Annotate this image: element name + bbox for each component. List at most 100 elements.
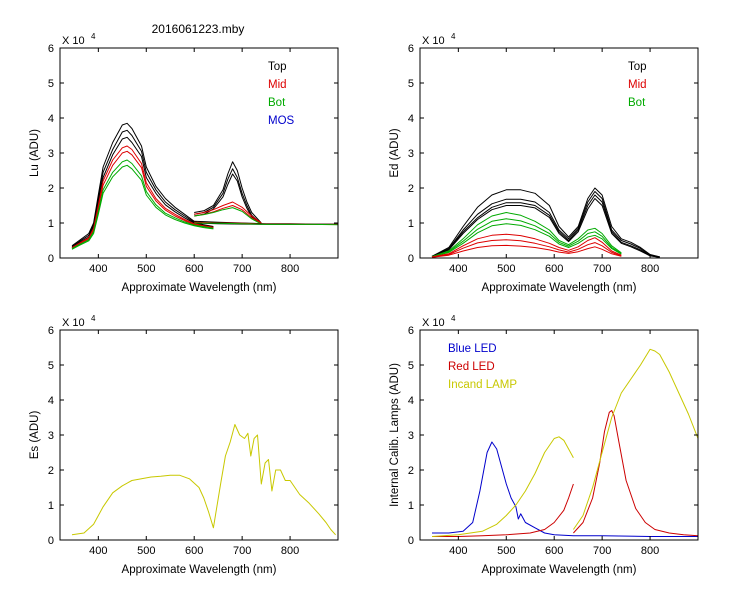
y-axis-label: Ed (ADU) bbox=[389, 128, 401, 177]
x-tick-label: 700 bbox=[233, 263, 251, 275]
x-tick-label: 600 bbox=[545, 545, 563, 557]
x-axis-label: Approximate Wavelength (nm) bbox=[482, 564, 637, 576]
x-tick-label: 400 bbox=[449, 545, 467, 557]
legend-entry-top: Top bbox=[268, 61, 287, 73]
y-tick-label: 1 bbox=[48, 500, 54, 512]
y-tick-label: 2 bbox=[408, 465, 414, 477]
y-tick-label: 6 bbox=[48, 325, 54, 337]
figure-title: 2016061223.mby bbox=[152, 22, 245, 36]
chart-lu: 400 500 600 700 800 0 1 2 3 4 5 6 X 10 4 Approximate W… bbox=[29, 32, 339, 294]
series-line-red-led bbox=[573, 410, 698, 537]
y-exponent-power: 4 bbox=[91, 314, 96, 323]
y-tick-label: 4 bbox=[408, 113, 414, 125]
y-tick-label: 2 bbox=[48, 465, 54, 477]
legend-entry-top: Top bbox=[628, 61, 647, 73]
x-tick-label: 500 bbox=[137, 545, 155, 557]
y-tick-label: 3 bbox=[48, 148, 54, 160]
y-exponent-label: X 10 bbox=[62, 35, 85, 47]
y-tick-label: 4 bbox=[48, 395, 54, 407]
y-tick-label: 2 bbox=[48, 183, 54, 195]
x-tick-label: 400 bbox=[89, 263, 107, 275]
y-tick-label: 0 bbox=[408, 535, 414, 547]
x-tick-label: 700 bbox=[233, 545, 251, 557]
x-tick-label: 500 bbox=[497, 545, 515, 557]
legend-entry-red-led: Red LED bbox=[448, 361, 495, 373]
y-tick-label: 1 bbox=[408, 218, 414, 230]
legend-entry-bot: Bot bbox=[628, 97, 646, 109]
legend-entry-incand-lamp: Incand LAMP bbox=[448, 379, 517, 391]
y-tick-label: 0 bbox=[48, 253, 54, 265]
series-line-red-led-low- bbox=[432, 483, 574, 537]
x-tick-label: 800 bbox=[281, 263, 299, 275]
series-line-mid-1 bbox=[431, 233, 622, 258]
series-line-bot-2 bbox=[431, 218, 622, 258]
series-group bbox=[431, 187, 660, 258]
x-tick-label: 600 bbox=[545, 263, 563, 275]
y-tick-label: 4 bbox=[408, 395, 414, 407]
y-axis-label: Es (ADU) bbox=[29, 411, 41, 460]
series-line-mid-2 bbox=[431, 239, 622, 258]
series-group bbox=[71, 122, 338, 250]
legend-entry-blue-led: Blue LED bbox=[448, 343, 497, 355]
series-line-bot-base bbox=[194, 222, 338, 226]
series-line-bot-3 bbox=[431, 223, 622, 258]
series-line-top-5 bbox=[194, 168, 262, 225]
x-tick-label: 500 bbox=[497, 263, 515, 275]
y-exponent-label: X 10 bbox=[62, 317, 85, 329]
x-tick-label: 400 bbox=[89, 545, 107, 557]
series-line-es bbox=[71, 424, 336, 536]
x-tick-label: 700 bbox=[593, 545, 611, 557]
y-axis-label: Internal Calib. Lamps (ADU) bbox=[389, 363, 401, 507]
y-tick-label: 3 bbox=[408, 148, 414, 160]
series-line-mid-3 bbox=[194, 201, 262, 224]
y-tick-label: 5 bbox=[48, 78, 54, 90]
y-tick-label: 6 bbox=[48, 43, 54, 55]
legend-entry-mid: Mid bbox=[628, 79, 647, 91]
y-tick-label: 5 bbox=[408, 78, 414, 90]
y-exponent-label: X 10 bbox=[422, 35, 445, 47]
x-tick-label: 400 bbox=[449, 263, 467, 275]
x-axis-label: Approximate Wavelength (nm) bbox=[122, 282, 277, 294]
legend-entry-bot: Bot bbox=[268, 97, 286, 109]
y-tick-label: 1 bbox=[408, 500, 414, 512]
series-line-mid-3 bbox=[431, 244, 622, 258]
x-tick-label: 800 bbox=[641, 545, 659, 557]
y-tick-label: 6 bbox=[408, 325, 414, 337]
series-group bbox=[71, 424, 336, 536]
y-tick-label: 0 bbox=[408, 253, 414, 265]
x-tick-label: 700 bbox=[593, 263, 611, 275]
series-group bbox=[431, 348, 698, 537]
series-line-bot-1 bbox=[431, 212, 622, 258]
y-exponent-power: 4 bbox=[91, 32, 96, 41]
series-line-top-3 bbox=[431, 194, 660, 258]
series-line-bot-3 bbox=[194, 207, 262, 225]
x-tick-label: 800 bbox=[281, 545, 299, 557]
series-line-incand-lamp bbox=[572, 348, 698, 530]
y-axis-label: Lu (ADU) bbox=[29, 129, 41, 177]
y-tick-label: 5 bbox=[408, 360, 414, 372]
x-tick-label: 600 bbox=[185, 545, 203, 557]
y-tick-label: 3 bbox=[48, 430, 54, 442]
x-tick-label: 600 bbox=[185, 263, 203, 275]
x-axis-label: Approximate Wavelength (nm) bbox=[482, 282, 637, 294]
y-tick-label: 5 bbox=[48, 360, 54, 372]
series-line-incand-lamp-low- bbox=[431, 436, 574, 537]
y-tick-label: 1 bbox=[48, 218, 54, 230]
y-tick-label: 6 bbox=[408, 43, 414, 55]
series-line-top-4 bbox=[431, 198, 660, 258]
y-tick-label: 2 bbox=[408, 183, 414, 195]
y-tick-label: 3 bbox=[408, 430, 414, 442]
series-line-top-4 bbox=[194, 161, 262, 224]
chart-cal: 400 500 600 700 800 0 1 2 3 4 5 6 X 10 4 Approximate W… bbox=[389, 314, 699, 576]
legend-entry-mid: Mid bbox=[268, 79, 287, 91]
series-line-top-2 bbox=[431, 191, 660, 258]
series-line-blue-led bbox=[432, 441, 698, 537]
x-tick-label: 800 bbox=[641, 263, 659, 275]
y-exponent-label: X 10 bbox=[422, 317, 445, 329]
y-exponent-power: 4 bbox=[451, 32, 456, 41]
y-exponent-power: 4 bbox=[451, 314, 456, 323]
x-tick-label: 500 bbox=[137, 263, 155, 275]
series-line-bot-2 bbox=[71, 164, 214, 250]
